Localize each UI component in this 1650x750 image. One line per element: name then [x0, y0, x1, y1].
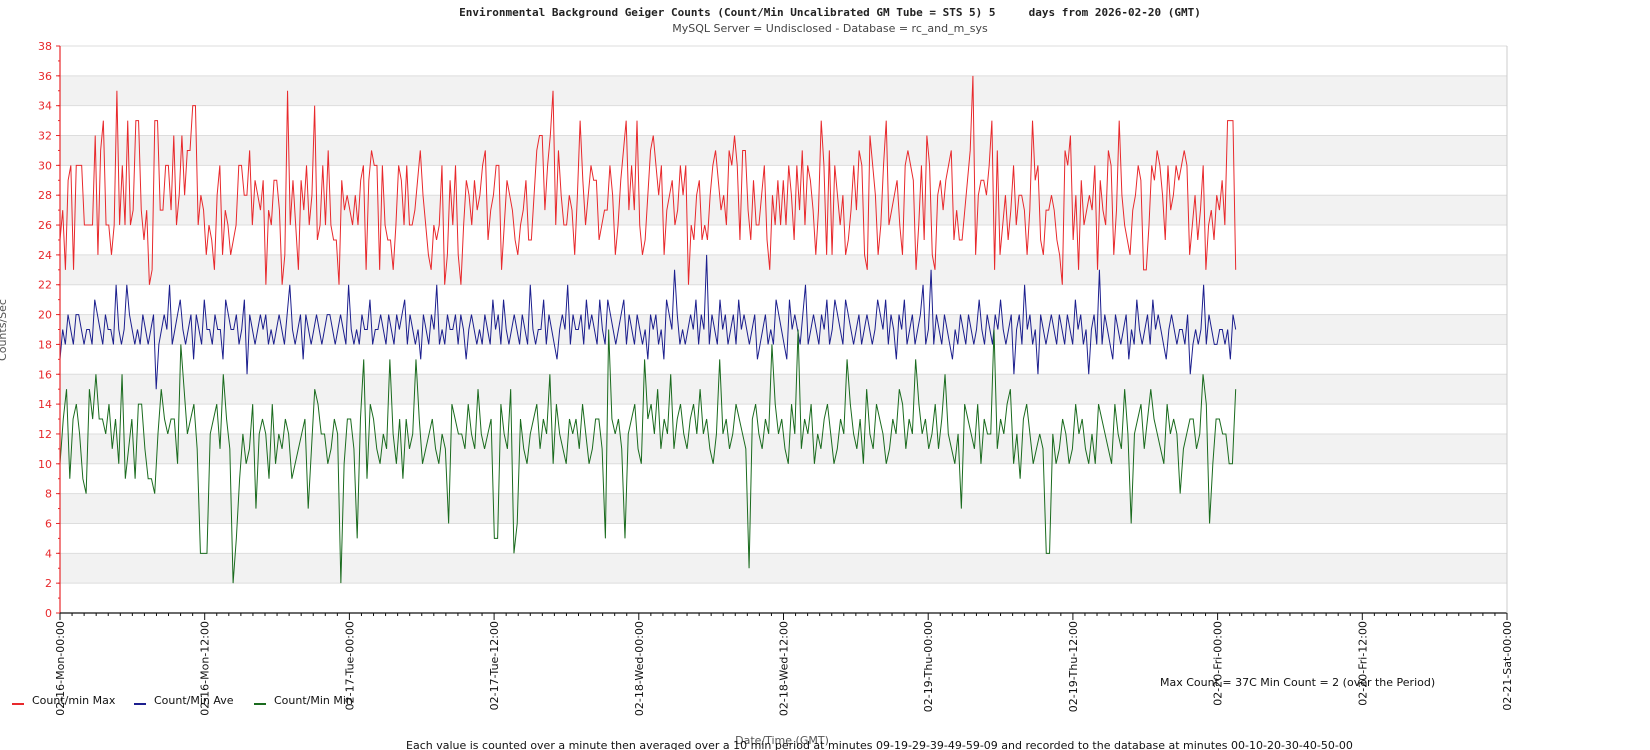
background-band — [60, 374, 1507, 405]
legend-label: Count/Min Min — [274, 694, 353, 707]
background-band — [60, 75, 1507, 106]
x-tick-labels: 02-16-Mon-00:00 02-16-Mon-12:00 02-17-Tue-… — [54, 621, 1514, 716]
y-tick-label: 22 — [38, 279, 52, 292]
y-tick-label: 32 — [38, 130, 52, 143]
series-line-1 — [59, 75, 1237, 285]
y-tick-label: 36 — [38, 70, 52, 83]
y-tick-label: 28 — [38, 189, 52, 202]
legend-label: Count/min Max — [32, 694, 116, 707]
series-line-3 — [59, 329, 1237, 584]
background-band — [60, 195, 1507, 226]
x-tick-label: 02-19-Thu-12:00 — [1067, 621, 1080, 712]
chart-subtitle: MySQL Server = Undisclosed - Database = … — [672, 22, 988, 35]
x-tick-label: 02-18-Wed-12:00 — [778, 621, 791, 716]
x-tick-label: 02-20-Fri-12:00 — [1356, 621, 1369, 706]
y-tick-label: 6 — [45, 517, 52, 530]
y-axis-label: Counts/Sec — [0, 299, 9, 361]
background-band — [60, 254, 1507, 285]
y-tick-label: 20 — [38, 309, 52, 322]
series-line-2 — [59, 254, 1237, 390]
y-tick-label: 2 — [45, 577, 52, 590]
legend-item: Count/Min Min — [254, 694, 353, 707]
y-tick-label: 38 — [38, 40, 52, 53]
legend-label: Count/Min Ave — [154, 694, 234, 707]
chart-title: Environmental Background Geiger Counts (… — [459, 6, 1201, 19]
y-tick-label: 16 — [38, 368, 52, 381]
background-bands — [60, 75, 1507, 584]
y-tick-label: 24 — [38, 249, 52, 262]
y-tick-label: 14 — [38, 398, 52, 411]
y-tick-label: 12 — [38, 428, 52, 441]
x-tick-label: 02-17-Tue-00:00 — [343, 621, 356, 710]
x-tick-label: 02-16-Mon-00:00 — [54, 621, 67, 716]
x-tick-label: 02-20-Fri-00:00 — [1212, 621, 1225, 706]
background-band — [60, 135, 1507, 166]
y-tick-label: 18 — [38, 338, 52, 351]
legend: Count/min Max Count/Min Ave Count/Min Min — [12, 694, 353, 707]
legend-item: Count/Min Ave — [134, 694, 234, 707]
y-tick-label: 10 — [38, 458, 52, 471]
x-tick-label: 02-17-Tue-12:00 — [488, 621, 501, 710]
legend-item: Count/min Max — [12, 694, 116, 707]
x-tick-label: 02-18-Wed-00:00 — [633, 621, 646, 716]
y-tick-label: 34 — [38, 100, 52, 113]
axes — [56, 45, 1508, 620]
background-band — [60, 553, 1507, 584]
y-tick-label: 8 — [45, 488, 52, 501]
x-axis-label: Date/Time (GMT) — [735, 734, 829, 747]
y-tick-label: 0 — [45, 607, 52, 620]
series-layer — [59, 75, 1237, 584]
y-tick-label: 30 — [38, 159, 52, 172]
y-tick-label: 26 — [38, 219, 52, 232]
x-tick-label: 02-16-Mon-12:00 — [199, 621, 212, 716]
x-tick-label: 02-21-Sat-00:00 — [1501, 621, 1514, 711]
x-tick-label: 02-19-Thu-00:00 — [922, 621, 935, 712]
max-min-note: Max Count = 37C Min Count = 2 (over the … — [1160, 676, 1435, 689]
footer-note: Each value is counted over a minute then… — [406, 739, 1353, 750]
y-tick-label: 4 — [45, 547, 52, 560]
background-band — [60, 493, 1507, 524]
